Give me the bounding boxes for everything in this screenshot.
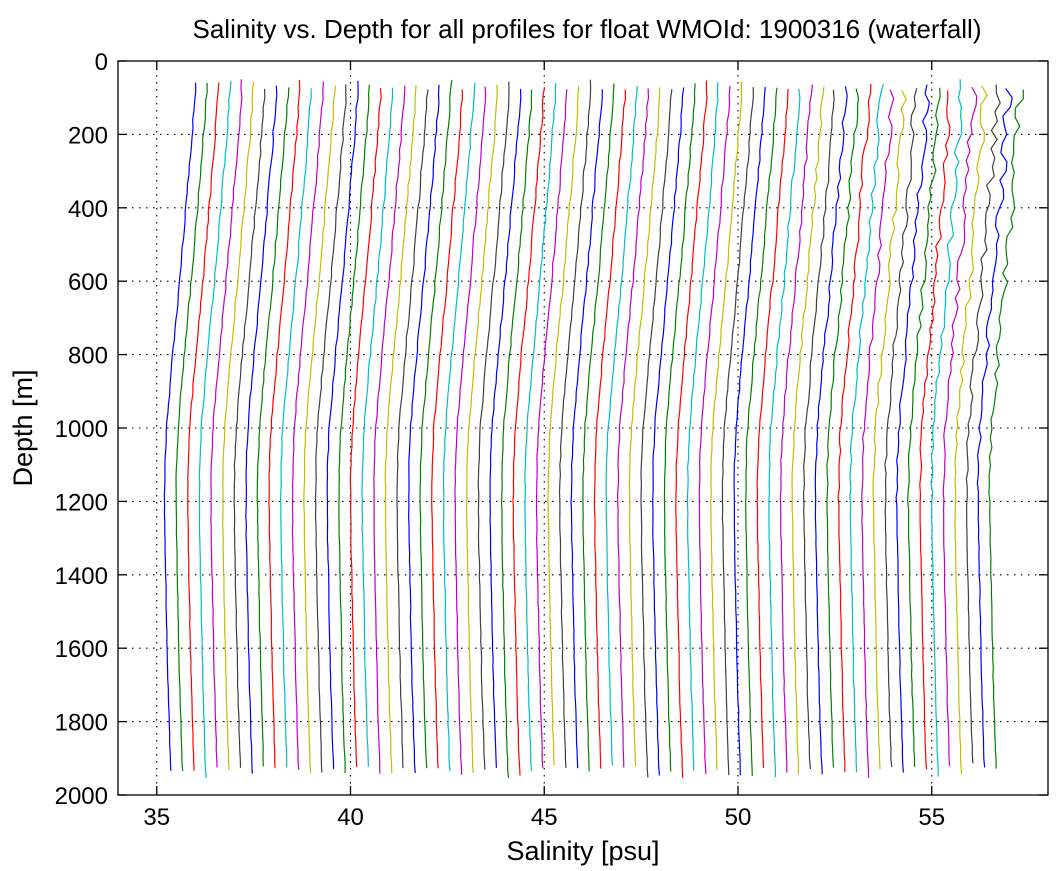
profile-line — [791, 86, 825, 775]
x-tick-label: 35 — [143, 804, 170, 831]
profile-line — [303, 85, 336, 774]
profile-lines — [163, 79, 1024, 779]
profile-line — [547, 86, 580, 766]
profile-line — [489, 88, 522, 768]
profile-line — [314, 84, 347, 773]
profile-line — [686, 82, 719, 771]
profile-line — [326, 80, 359, 769]
x-tick-label: 40 — [337, 804, 364, 831]
y-tick-label: 0 — [95, 49, 108, 76]
profile-line — [384, 84, 417, 774]
profile-line — [779, 84, 813, 773]
y-tick-label: 1000 — [55, 416, 108, 443]
profile-line — [593, 89, 627, 769]
profile-line — [965, 84, 1001, 764]
profile-line — [175, 82, 208, 772]
profile-line — [675, 80, 708, 778]
profile-line — [640, 89, 673, 778]
profile-line — [942, 86, 978, 767]
profile-line — [768, 88, 801, 778]
profile-line — [570, 89, 603, 769]
profile-line — [535, 89, 568, 769]
profile-line — [907, 87, 941, 767]
profile-line — [221, 81, 254, 771]
profile-line — [849, 83, 884, 773]
profile-line — [268, 80, 301, 769]
profile-line — [349, 88, 382, 768]
profile-line — [976, 88, 1013, 768]
profile-line — [373, 85, 406, 774]
profile-line — [512, 87, 546, 776]
profile-line — [361, 87, 394, 767]
profile-line — [558, 79, 592, 768]
profile-line — [198, 80, 232, 779]
profile-line — [407, 84, 440, 774]
profile-line — [745, 87, 778, 776]
profile-line — [872, 90, 907, 770]
y-tick-label: 400 — [68, 196, 108, 223]
profile-line — [617, 88, 650, 768]
profile-line — [837, 83, 872, 772]
profile-line — [256, 87, 290, 767]
profile-line — [721, 87, 755, 776]
y-tick-label: 2000 — [55, 783, 108, 810]
profile-line — [652, 87, 685, 776]
profile-line — [733, 87, 766, 776]
profile-line — [756, 88, 789, 768]
y-tick-label: 1200 — [55, 489, 108, 516]
profile-line — [500, 89, 533, 778]
profile-line — [210, 79, 243, 768]
profile-line — [930, 79, 963, 777]
profile-line — [861, 89, 895, 778]
profile-line — [988, 89, 1024, 769]
profile-line — [919, 90, 951, 770]
x-tick-label: 50 — [725, 804, 752, 831]
profile-line — [628, 87, 661, 767]
profile-line — [465, 84, 498, 774]
profile-line — [338, 84, 370, 773]
y-tick-label: 1600 — [55, 636, 108, 663]
y-tick-label: 1800 — [55, 710, 108, 737]
y-tick-label: 600 — [68, 269, 108, 296]
chart-title: Salinity vs. Depth for all profiles for … — [193, 14, 982, 44]
profile-line — [419, 80, 453, 769]
profile-line — [233, 88, 266, 768]
profile-line — [396, 89, 429, 769]
profile-line — [279, 88, 312, 768]
profile-line — [291, 81, 324, 770]
plot-frame — [117, 60, 1049, 796]
profile-line — [454, 86, 487, 775]
axis-ticks: 35 40 45 50 55 0 200 400 600 800 1000 1200 1400 1600 1… — [55, 49, 1048, 831]
profile-line — [884, 88, 918, 768]
y-tick-label: 800 — [68, 343, 108, 370]
profile-line — [663, 83, 696, 772]
profile-line — [605, 86, 638, 766]
x-tick-label: 45 — [531, 804, 558, 831]
y-axis-label: Depth [m] — [8, 369, 38, 486]
profile-line — [698, 85, 731, 775]
profile-line — [477, 81, 510, 770]
profile-line — [442, 82, 476, 772]
y-tick-label: 200 — [68, 122, 108, 149]
profile-line — [895, 84, 931, 773]
profile-line — [814, 86, 848, 775]
x-tick-label: 55 — [918, 804, 945, 831]
profile-line — [245, 85, 278, 774]
x-axis-label: Salinity [psu] — [506, 836, 659, 866]
profile-line — [826, 88, 860, 768]
profile-line — [582, 83, 615, 772]
profile-line — [524, 82, 557, 772]
profile-line — [709, 81, 743, 770]
profile-line — [187, 82, 220, 771]
profile-line — [954, 86, 988, 775]
profile-line — [431, 89, 464, 769]
y-tick-label: 1400 — [55, 563, 108, 590]
profile-line — [163, 82, 197, 771]
profile-line — [802, 89, 835, 769]
